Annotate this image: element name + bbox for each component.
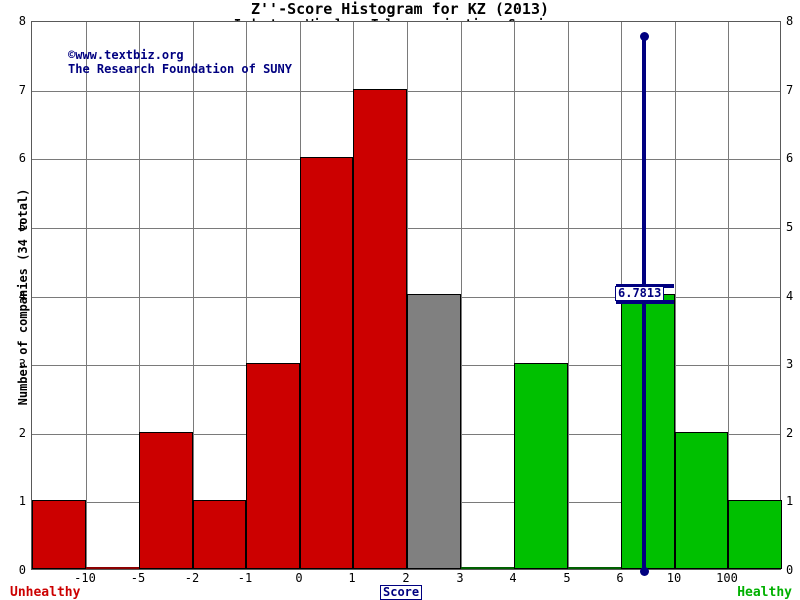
marker-value-label: 6.7813 xyxy=(615,286,665,301)
y-axis-tick-label-right: 0 xyxy=(786,563,794,577)
y-axis-tick-label-right: 8 xyxy=(786,14,794,28)
gridline-vertical xyxy=(246,22,247,569)
x-axis-tick-label: 100 xyxy=(716,571,738,585)
y-axis-tick-label-right: 2 xyxy=(786,425,794,440)
gridline-vertical xyxy=(86,22,87,569)
y-axis-tick-label-right: 5 xyxy=(786,219,794,234)
x-axis-tick-label: 6 xyxy=(616,571,624,585)
y-axis-tick-label-left: 1 xyxy=(18,494,26,509)
histogram-bar xyxy=(728,500,782,569)
gridline-vertical xyxy=(675,22,676,569)
histogram-bar xyxy=(300,157,353,569)
x-axis-tick-label: 3 xyxy=(456,571,464,585)
y-axis-tick-label-left: 8 xyxy=(18,14,26,28)
histogram-bar xyxy=(193,500,246,569)
x-axis-tick-label: 4 xyxy=(509,571,517,585)
histogram-bar xyxy=(86,567,139,569)
healthy-zone-label: Healthy xyxy=(737,585,792,600)
gridline-vertical xyxy=(514,22,515,569)
y-axis-tick-label-left: 7 xyxy=(18,82,26,97)
company-score-marker[interactable]: 6.7813 xyxy=(32,22,780,576)
y-axis-tick-label-left: 0 xyxy=(18,563,26,577)
x-axis-tick-label: 0 xyxy=(295,571,303,585)
histogram-bar xyxy=(514,363,568,569)
gridline-vertical xyxy=(461,22,462,569)
y-axis-tick-label-right: 3 xyxy=(786,357,794,372)
histogram-bar xyxy=(407,294,461,569)
chart-title: Z''-Score Histogram for KZ (2013) xyxy=(250,0,549,18)
x-axis-tick-label: 1 xyxy=(348,571,356,585)
copyright-line-2: The Research Foundation of SUNY xyxy=(68,62,292,76)
y-axis-tick-label-left: 3 xyxy=(18,357,26,372)
y-axis-tick-label-right: 6 xyxy=(786,151,794,166)
y-axis-tick-label-left: 5 xyxy=(18,219,26,234)
x-axis-tick-label: 2 xyxy=(402,571,410,585)
marker-crossbar-lower xyxy=(616,300,674,304)
y-axis-tick-label-right: 1 xyxy=(786,494,794,509)
y-axis-tick-label-right: 4 xyxy=(786,288,794,303)
y-axis-tick-label-left: 4 xyxy=(18,288,26,303)
histogram-bar xyxy=(568,567,621,569)
x-axis-tick-label: -10 xyxy=(74,571,96,585)
gridline-vertical xyxy=(568,22,569,569)
plot-area: 6.7813 ©www.textbiz.org The Research Fou… xyxy=(31,21,782,576)
x-axis-tick-label: 5 xyxy=(563,571,571,585)
marker-dot-bottom xyxy=(640,567,649,576)
gridline-vertical xyxy=(139,22,140,569)
copyright-line-1: ©www.textbiz.org xyxy=(68,48,184,62)
x-axis-title: Score xyxy=(380,585,423,600)
x-axis-tick-label: 10 xyxy=(666,571,682,585)
histogram-bar xyxy=(353,89,407,569)
y-axis-tick-label-left: 2 xyxy=(18,425,26,440)
gridline-vertical xyxy=(728,22,729,569)
histogram-bar xyxy=(461,567,514,569)
gridline-vertical xyxy=(193,22,194,569)
x-axis-tick-label: -2 xyxy=(184,571,200,585)
marker-dot-top xyxy=(640,32,649,41)
y-axis-tick-label-left: 6 xyxy=(18,151,26,166)
histogram-bar xyxy=(675,432,728,569)
x-axis-tick-label: -5 xyxy=(130,571,146,585)
unhealthy-zone-label: Unhealthy xyxy=(10,585,81,600)
x-axis-tick-label: -1 xyxy=(237,571,253,585)
y-axis-title: Number of companies (34 total) xyxy=(16,188,30,406)
histogram-bar xyxy=(621,294,675,569)
histogram-bar xyxy=(139,432,193,569)
histogram-bar xyxy=(32,500,86,569)
y-axis-tick-label-right: 7 xyxy=(786,82,794,97)
histogram-bar xyxy=(246,363,300,569)
